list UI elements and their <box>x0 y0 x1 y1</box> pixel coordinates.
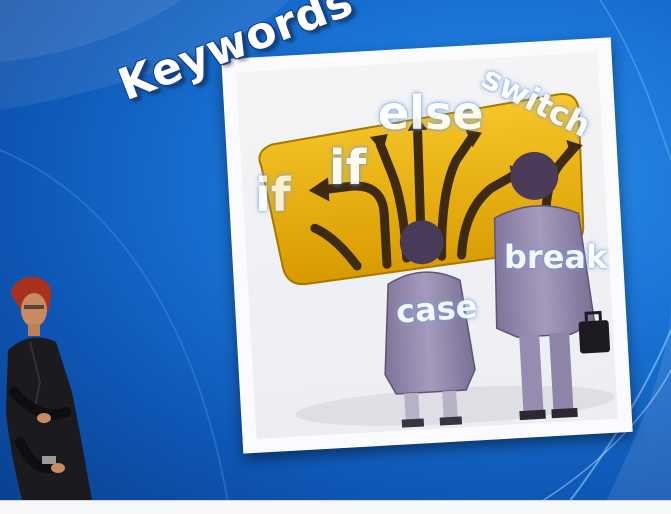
keyword-break: break <box>504 238 608 276</box>
keyword-case: case <box>394 287 479 331</box>
businesswoman-icon <box>384 220 476 428</box>
crossroads-photo <box>236 52 618 439</box>
keyword-if-small: if <box>255 168 291 222</box>
photo-frame <box>221 37 633 454</box>
slide-bottom-strip <box>0 500 671 514</box>
keyword-if-large: if <box>329 140 367 196</box>
briefcase-icon <box>578 310 611 354</box>
businessman-icon <box>493 151 611 421</box>
avatar-character-icon <box>6 276 92 500</box>
keyword-else: else <box>378 86 484 140</box>
